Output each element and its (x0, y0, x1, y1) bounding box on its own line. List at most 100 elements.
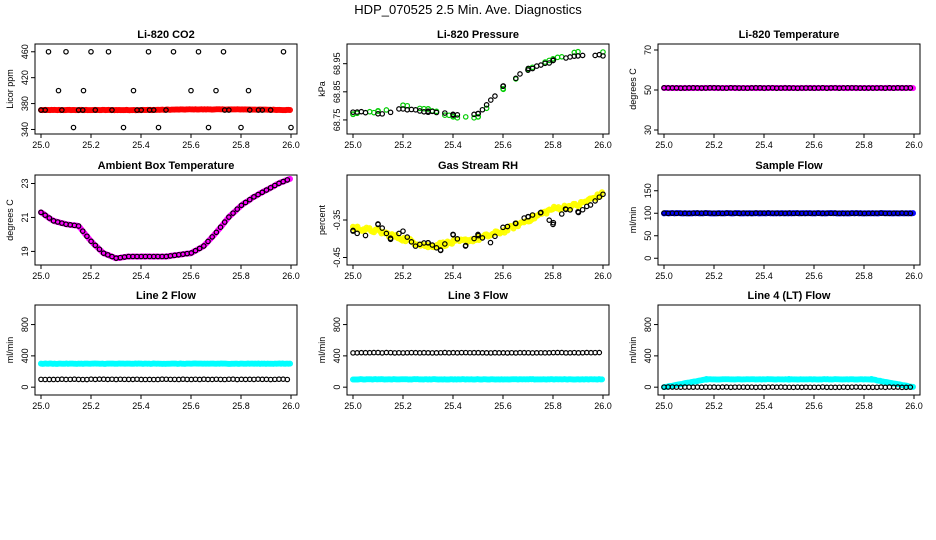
data-point (500, 86, 507, 93)
data-point (492, 93, 498, 99)
data-point (487, 97, 494, 103)
data-point (475, 110, 482, 117)
data-point (437, 247, 444, 254)
x-tick-label: 25.0 (32, 401, 50, 411)
data-point (379, 225, 386, 231)
data-point (246, 196, 253, 203)
data-point (383, 107, 390, 113)
data-point (408, 239, 415, 245)
data-point (400, 228, 406, 234)
x-tick-label: 25.4 (444, 401, 462, 411)
data-point (596, 194, 603, 200)
data-point (245, 87, 252, 94)
data-point (284, 376, 291, 383)
data-point (375, 107, 381, 114)
x-tick-label: 25.8 (855, 271, 873, 281)
data-point (596, 349, 603, 356)
data-point (387, 109, 394, 116)
x-tick-label: 25.2 (705, 271, 723, 281)
data-point (213, 87, 219, 94)
x-tick-label: 25.0 (655, 401, 673, 411)
x-tick-label: 25.8 (232, 401, 250, 411)
x-tick-label: 25.8 (544, 271, 562, 281)
y-axis-label: kPa (317, 81, 327, 97)
data-point (213, 229, 220, 236)
plot-title: Gas Stream RH (438, 160, 518, 172)
series-1 (38, 360, 293, 367)
data-point (504, 223, 511, 230)
data-point (284, 177, 291, 183)
x-tick-label: 25.2 (705, 140, 723, 150)
data-point (145, 48, 152, 55)
y-tick-label: 100 (643, 206, 653, 221)
data-point (354, 230, 360, 237)
x-tick-label: 25.4 (444, 140, 462, 150)
plot-title: Li-820 Temperature (739, 29, 840, 41)
x-tick-label: 25.2 (82, 401, 100, 411)
x-tick-label: 25.4 (132, 271, 150, 281)
plot-frame (657, 304, 921, 396)
y-tick-label: 400 (332, 348, 342, 363)
data-point (500, 83, 507, 89)
points-group (350, 48, 606, 121)
x-tick-label: 25.0 (32, 140, 50, 150)
data-point (259, 189, 266, 196)
y-axis-label: percent (317, 204, 327, 235)
y-tick-label: 0 (20, 385, 30, 390)
x-tick-label: 26.0 (905, 401, 923, 411)
data-point (492, 233, 498, 240)
data-point (396, 106, 402, 112)
data-point (599, 376, 606, 383)
series-1 (349, 376, 606, 383)
data-point (80, 87, 87, 94)
data-point (138, 107, 145, 113)
data-point (429, 242, 436, 248)
data-point (195, 48, 202, 55)
data-point (433, 245, 440, 251)
data-point (907, 384, 914, 390)
y-tick-label: 68.75 (332, 109, 342, 132)
series-2 (350, 191, 606, 254)
data-point (362, 232, 369, 239)
data-point (42, 212, 48, 218)
panel-2: Li-820 Pressure kPa 25.0 25.2 25.4 25.6 25.8 26… (317, 29, 612, 150)
data-point (442, 110, 448, 116)
data-point (120, 124, 127, 131)
data-point (425, 239, 431, 246)
data-point (234, 206, 241, 212)
data-point (579, 52, 586, 59)
data-point (188, 87, 194, 94)
y-axis-label: degrees C (628, 68, 638, 110)
x-tick-label: 26.0 (594, 401, 612, 411)
y-tick-label: 420 (20, 70, 30, 85)
data-point (92, 107, 99, 113)
data-point (583, 203, 590, 210)
y-tick-label: -0.45 (332, 247, 342, 268)
data-point (188, 250, 195, 256)
x-tick-label: 25.6 (494, 140, 512, 150)
y-tick-label: 0 (643, 385, 653, 390)
x-tick-label: 25.2 (82, 140, 100, 150)
data-point (286, 360, 293, 367)
data-point (92, 242, 99, 249)
data-point (907, 85, 914, 91)
data-point (196, 245, 203, 252)
data-point (267, 184, 274, 191)
y-axis-label: degrees C (5, 199, 15, 241)
data-point (479, 106, 486, 113)
panel-1: Li-820 CO2 Licor ppm 25.0 25.2 25.4 25.6 25.8 2… (5, 29, 300, 150)
data-point (242, 199, 249, 206)
plot-frame (346, 174, 610, 266)
data-point (546, 60, 553, 66)
data-point (375, 221, 381, 228)
data-point (259, 107, 266, 113)
figure-title: HDP_070525 2.5 Min. Ave. Diagnostics (354, 2, 582, 17)
y-axis-label: ml/min (628, 207, 638, 234)
x-tick-label: 25.0 (344, 140, 362, 150)
plot-title: Line 3 Flow (448, 290, 508, 302)
y-axis-label: ml/min (5, 337, 15, 364)
data-point (487, 239, 494, 246)
data-point (88, 48, 94, 55)
x-tick-label: 25.0 (655, 140, 673, 150)
x-tick-label: 25.4 (755, 401, 773, 411)
